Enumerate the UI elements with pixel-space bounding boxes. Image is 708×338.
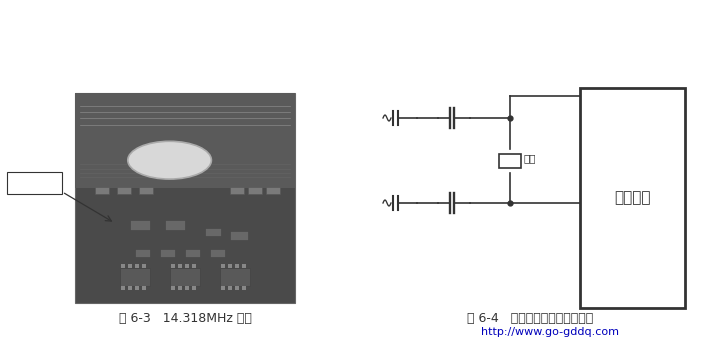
- Bar: [205, 228, 221, 236]
- Bar: [135, 286, 139, 290]
- Bar: [170, 268, 200, 286]
- Bar: [221, 286, 225, 290]
- Bar: [178, 264, 182, 268]
- Bar: [185, 249, 200, 257]
- Bar: [228, 286, 232, 290]
- Bar: [499, 153, 521, 168]
- Bar: [235, 286, 239, 290]
- Bar: [248, 187, 262, 194]
- Bar: [185, 286, 189, 290]
- Bar: [242, 286, 246, 290]
- Bar: [128, 264, 132, 268]
- Bar: [220, 268, 250, 286]
- Bar: [242, 264, 246, 268]
- Text: 谐振电容: 谐振电容: [21, 178, 47, 188]
- Bar: [165, 219, 185, 230]
- Bar: [142, 264, 146, 268]
- Bar: [221, 264, 225, 268]
- Bar: [135, 249, 150, 257]
- Bar: [142, 286, 146, 290]
- Bar: [139, 187, 153, 194]
- Bar: [160, 249, 175, 257]
- Bar: [75, 93, 295, 188]
- Bar: [171, 286, 175, 290]
- Text: http://www.go-gddq.com: http://www.go-gddq.com: [481, 327, 619, 337]
- Bar: [121, 264, 125, 268]
- Bar: [7, 172, 62, 194]
- Text: 时钟芯片: 时钟芯片: [615, 191, 651, 206]
- Text: 图 6-3   14.318MHz 晶振: 图 6-3 14.318MHz 晶振: [118, 313, 251, 325]
- Bar: [230, 231, 248, 240]
- Bar: [117, 187, 131, 194]
- Bar: [185, 264, 189, 268]
- Bar: [266, 187, 280, 194]
- Ellipse shape: [128, 141, 212, 179]
- Bar: [210, 249, 225, 257]
- Bar: [235, 264, 239, 268]
- Bar: [120, 268, 150, 286]
- Bar: [135, 264, 139, 268]
- Bar: [192, 264, 196, 268]
- Bar: [580, 88, 685, 308]
- Bar: [130, 219, 150, 230]
- Bar: [128, 286, 132, 290]
- Bar: [121, 286, 125, 290]
- Bar: [95, 187, 109, 194]
- Bar: [75, 93, 295, 303]
- Bar: [192, 286, 196, 290]
- Bar: [228, 264, 232, 268]
- Bar: [230, 187, 244, 194]
- Bar: [178, 286, 182, 290]
- Text: 图 6-4   晶振与电容组成谐振回路: 图 6-4 晶振与电容组成谐振回路: [467, 313, 593, 325]
- Text: 晶振: 晶振: [524, 153, 537, 164]
- Bar: [171, 264, 175, 268]
